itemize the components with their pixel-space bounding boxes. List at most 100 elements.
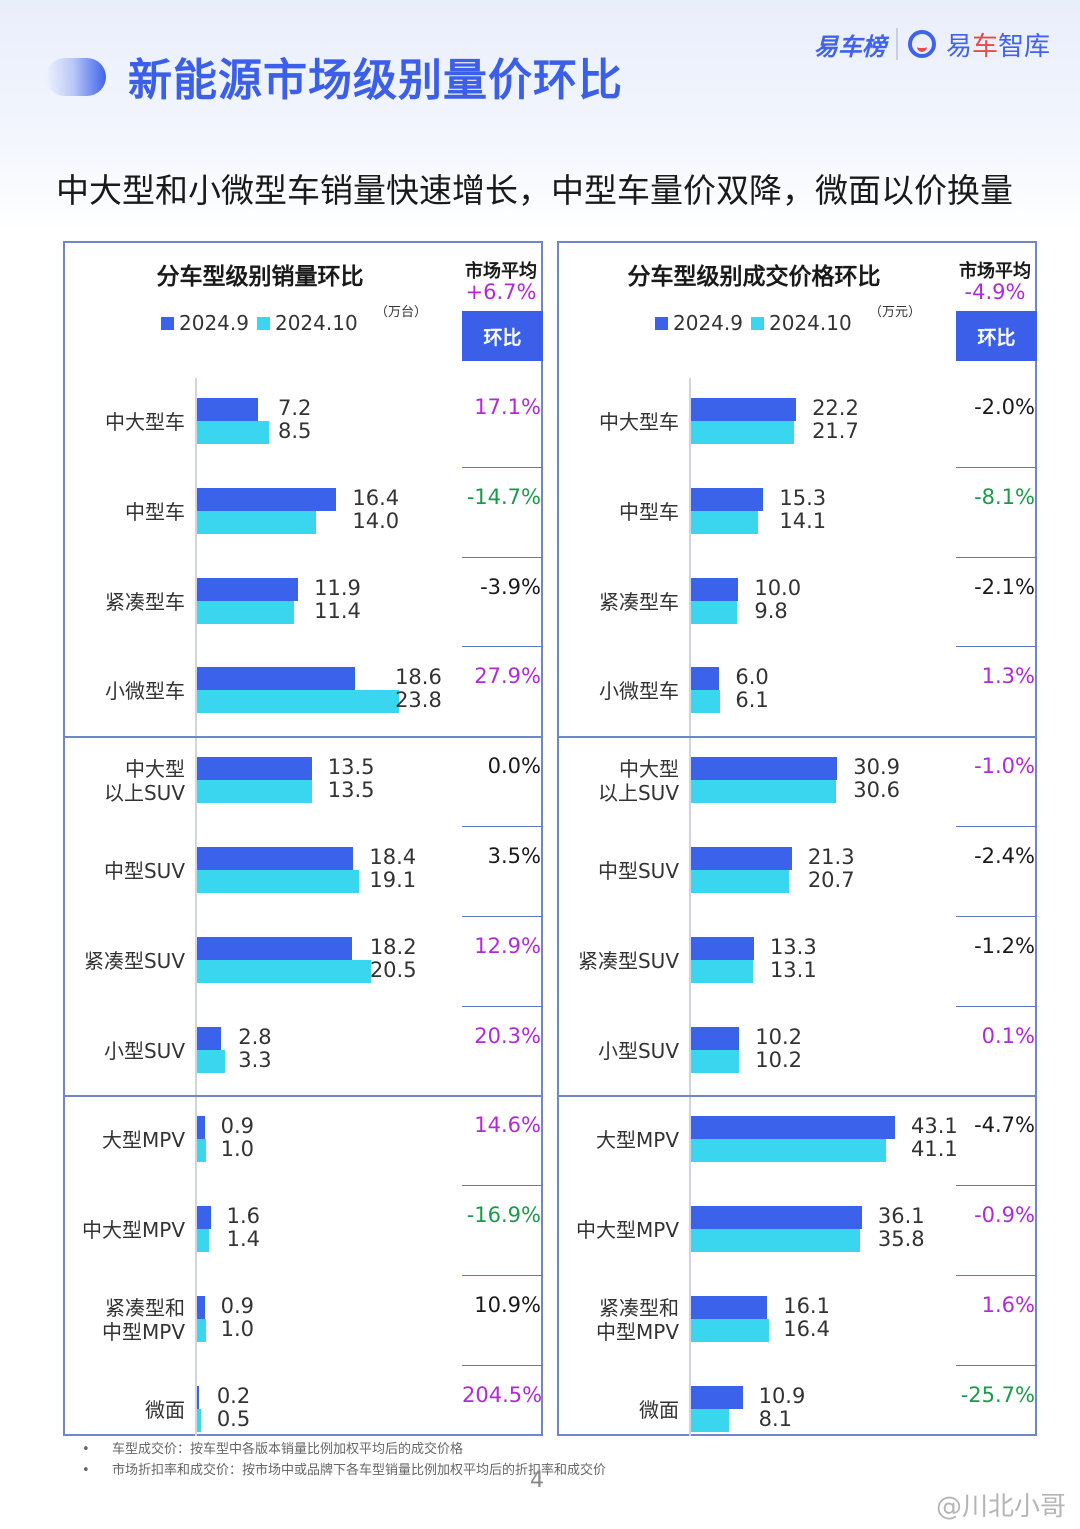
yiche-zhiku-icon bbox=[907, 30, 936, 58]
change-percent: 20.3% bbox=[474, 1023, 541, 1048]
category-label-line: 紧凑型SUV bbox=[577, 948, 679, 973]
legend-swatch bbox=[161, 316, 174, 330]
row-divider bbox=[956, 466, 1037, 468]
bar-2024-10 bbox=[197, 1049, 226, 1073]
page-title: 新能源市场级别量价环比 bbox=[128, 55, 623, 106]
row-divider bbox=[462, 1005, 543, 1007]
value-label-2024-10: 3.3 bbox=[238, 1047, 272, 1072]
category-label: 紧凑型SUV bbox=[65, 949, 185, 973]
bar-2024-10 bbox=[691, 1049, 740, 1073]
change-percent: -2.4% bbox=[974, 844, 1035, 868]
value-label-2024-9: 13.3 bbox=[769, 934, 817, 959]
change-column-header: 环比 bbox=[462, 311, 543, 361]
value-label-2024-10: 9.8 bbox=[754, 598, 788, 623]
value-label-2024-9: 7.2 bbox=[278, 396, 312, 420]
change-percent: 27.9% bbox=[474, 664, 541, 689]
bar-2024-10 bbox=[691, 1229, 861, 1253]
category-label-line: 中大型 bbox=[125, 757, 185, 782]
category-label-line: 紧凑型车 bbox=[599, 589, 679, 614]
bar-2024-9 bbox=[197, 1116, 205, 1140]
bar-2024-10 bbox=[197, 690, 400, 714]
category-label-line: 中型车 bbox=[125, 499, 185, 524]
bar-2024-9 bbox=[197, 757, 312, 781]
change-percent: -14.7% bbox=[466, 484, 541, 509]
value-label-2024-9: 22.2 bbox=[812, 396, 859, 420]
category-label: 中大型车 bbox=[65, 410, 185, 434]
category-label: 中型SUV bbox=[559, 859, 679, 883]
change-percent: -16.9% bbox=[466, 1203, 541, 1228]
change-percent: 0.1% bbox=[981, 1023, 1035, 1048]
unit-label: （万元） bbox=[869, 305, 922, 320]
value-label-2024-10: 6.1 bbox=[735, 688, 769, 713]
bar-2024-9 bbox=[691, 398, 797, 421]
category-label-line: 中型SUV bbox=[597, 859, 679, 883]
row-divider bbox=[462, 1364, 543, 1366]
bar-2024-10 bbox=[197, 1408, 202, 1432]
bar-2024-10 bbox=[691, 870, 789, 893]
change-percent: 1.6% bbox=[981, 1293, 1035, 1317]
y-axis-line bbox=[689, 378, 691, 1436]
logo-text-2: 车 bbox=[971, 31, 998, 62]
bar-2024-9 bbox=[691, 847, 792, 870]
value-label-2024-9: 10.0 bbox=[754, 575, 802, 600]
category-label-line: 以上SUV bbox=[597, 781, 679, 806]
category-label: 中大型MPV bbox=[559, 1218, 679, 1242]
value-label-2024-9: 2.8 bbox=[238, 1024, 272, 1049]
category-label-line: 小型SUV bbox=[597, 1038, 679, 1063]
legend-label: 2024.9 bbox=[179, 311, 249, 335]
category-label-line: 中型SUV bbox=[103, 859, 185, 883]
bar-2024-10 bbox=[197, 780, 312, 804]
section-divider bbox=[65, 1095, 541, 1098]
bar-2024-9 bbox=[691, 757, 838, 781]
change-percent: -4.7% bbox=[974, 1113, 1035, 1138]
category-label-line: 中型车 bbox=[619, 499, 679, 524]
row-divider bbox=[462, 556, 543, 558]
category-label: 中大型 以上SUV bbox=[65, 757, 185, 805]
change-percent: 17.1% bbox=[474, 395, 541, 419]
category-label-line: 紧凑型车 bbox=[105, 589, 185, 614]
price-chart-panel: 分车型级别成交价格环比 2024.9 2024.10 （万元） 市场平均 -4.… bbox=[557, 241, 1037, 1436]
bar-2024-10 bbox=[197, 600, 294, 624]
category-label-line: 紧凑型和 bbox=[599, 1296, 679, 1320]
value-label-2024-9: 16.1 bbox=[783, 1294, 830, 1318]
category-label-line: 中大型MPV bbox=[576, 1218, 679, 1243]
category-label: 紧凑型和 中型MPV bbox=[65, 1296, 185, 1344]
row-divider bbox=[956, 826, 1037, 827]
row-divider bbox=[956, 556, 1037, 558]
change-percent: -25.7% bbox=[960, 1382, 1035, 1407]
bar-2024-10 bbox=[197, 421, 270, 444]
value-label-2024-10: 19.1 bbox=[369, 868, 417, 892]
row-divider bbox=[956, 1364, 1037, 1366]
footnote-2: • 市场折扣率和成交价：按市场中或品牌下各车型销量比例加权平均后的折扣率和成交价 bbox=[82, 1463, 607, 1478]
value-label-2024-9: 30.9 bbox=[853, 755, 901, 780]
category-label: 小微型车 bbox=[65, 679, 185, 703]
change-percent: 0.0% bbox=[487, 754, 541, 779]
value-label-2024-10: 13.5 bbox=[327, 778, 375, 803]
category-label: 大型MPV bbox=[559, 1128, 679, 1152]
change-percent: -1.0% bbox=[974, 754, 1035, 779]
change-percent: -3.9% bbox=[480, 574, 541, 599]
category-label: 中大型 以上SUV bbox=[559, 757, 679, 805]
legend-swatch bbox=[256, 316, 270, 330]
legend-item-2024-9: 2024.9 bbox=[655, 311, 743, 335]
bar-2024-9 bbox=[197, 398, 259, 421]
category-label: 小型SUV bbox=[559, 1039, 679, 1063]
category-label: 中型车 bbox=[559, 500, 679, 524]
value-label-2024-9: 13.5 bbox=[327, 755, 375, 780]
bar-2024-10 bbox=[691, 1139, 886, 1163]
value-label-2024-9: 6.0 bbox=[735, 665, 769, 690]
row-divider bbox=[956, 1275, 1037, 1276]
change-percent: 14.6% bbox=[474, 1113, 541, 1138]
value-label-2024-9: 18.6 bbox=[395, 665, 442, 690]
category-label: 微面 bbox=[559, 1398, 679, 1422]
legend-item-2024-9: 2024.9 bbox=[161, 311, 249, 335]
value-label-2024-9: 16.4 bbox=[352, 485, 400, 510]
category-label-line: 中大型MPV bbox=[82, 1218, 185, 1243]
title-decoration bbox=[46, 58, 106, 96]
category-label: 中大型车 bbox=[559, 410, 679, 434]
legend-swatch bbox=[655, 316, 668, 330]
row-divider bbox=[462, 646, 543, 648]
bar-2024-10 bbox=[197, 1319, 206, 1342]
change-percent: -2.1% bbox=[974, 574, 1035, 599]
value-label-2024-9: 0.9 bbox=[220, 1114, 255, 1139]
